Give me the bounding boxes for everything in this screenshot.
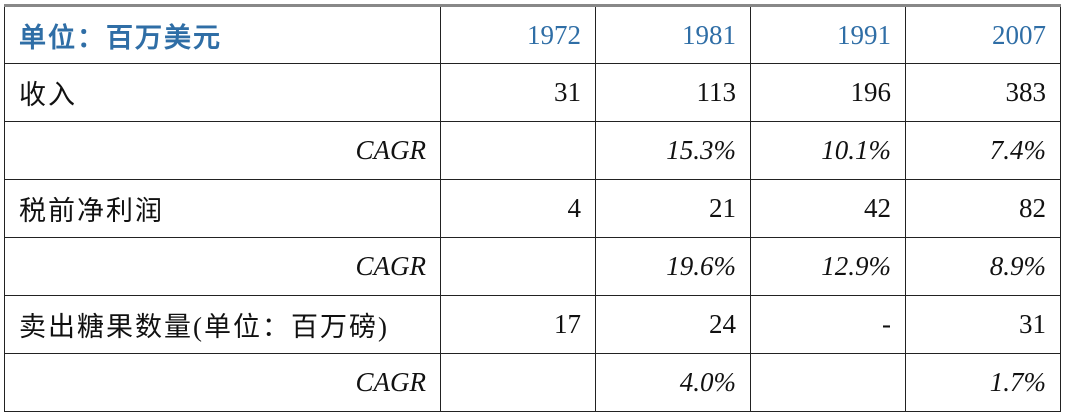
- table-cell: CAGR: [4, 353, 441, 412]
- header-cell: 1972: [440, 4, 596, 64]
- empty-cell: [440, 237, 596, 296]
- empty-cell: [440, 121, 596, 180]
- data-table: 单位：百万美元 1972 1981 1991 2007 收入 31 113 196 383 CAG…: [4, 4, 1061, 412]
- table-cell: 15.3%: [595, 121, 751, 180]
- table-cell: 4.0%: [595, 353, 751, 412]
- table-cell: 4: [440, 179, 596, 238]
- table-row: 税前净利润 4 21 42 82: [4, 179, 1061, 238]
- table-cell: 196: [750, 63, 906, 122]
- table-row: CAGR 4.0% 1.7%: [4, 353, 1061, 412]
- header-cell: 1991: [750, 4, 906, 64]
- table-cell: 10.1%: [750, 121, 906, 180]
- table-row: CAGR 19.6% 12.9% 8.9%: [4, 237, 1061, 296]
- table-cell: 31: [440, 63, 596, 122]
- table-cell: 卖出糖果数量(单位：百万磅): [4, 295, 441, 354]
- empty-cell: [440, 353, 596, 412]
- table-cell: -: [750, 295, 906, 354]
- table-row: 卖出糖果数量(单位：百万磅) 17 24-31: [4, 295, 1061, 354]
- table-cell: 21: [595, 179, 751, 238]
- table-header: 单位：百万美元 1972 1981 1991 2007: [4, 4, 1061, 64]
- table-cell: 7.4%: [905, 121, 1061, 180]
- table-cell: CAGR: [4, 237, 441, 296]
- table-cell: 税前净利润: [4, 179, 441, 238]
- table-cell: 收入: [4, 63, 441, 122]
- table-cell: 82: [905, 179, 1061, 238]
- table-cell: 12.9%: [750, 237, 906, 296]
- header-cell: 2007: [905, 4, 1061, 64]
- header-cell: 单位：百万美元: [4, 4, 441, 64]
- table-cell: 8.9%: [905, 237, 1061, 296]
- table-cell: 42: [750, 179, 906, 238]
- table-cell: 113: [595, 63, 751, 122]
- table-row: CAGR 15.3% 10.1% 7.4%: [4, 121, 1061, 180]
- table-cell: 1.7%: [905, 353, 1061, 412]
- empty-cell: [750, 353, 906, 412]
- header-row: 单位：百万美元 1972 1981 1991 2007: [4, 4, 1061, 64]
- table-cell: 383: [905, 63, 1061, 122]
- table-cell: 19.6%: [595, 237, 751, 296]
- table-row: 收入 31 113 196 383: [4, 63, 1061, 122]
- table-cell: 24: [595, 295, 751, 354]
- header-cell: 1981: [595, 4, 751, 64]
- table-cell: CAGR: [4, 121, 441, 180]
- table-cell: 17: [440, 295, 596, 354]
- table-cell: 31: [905, 295, 1061, 354]
- table-body: 收入 31 113 196 383 CAGR 15.3% 10.1% 7.4% 税前净利润 4 21 4…: [4, 63, 1061, 412]
